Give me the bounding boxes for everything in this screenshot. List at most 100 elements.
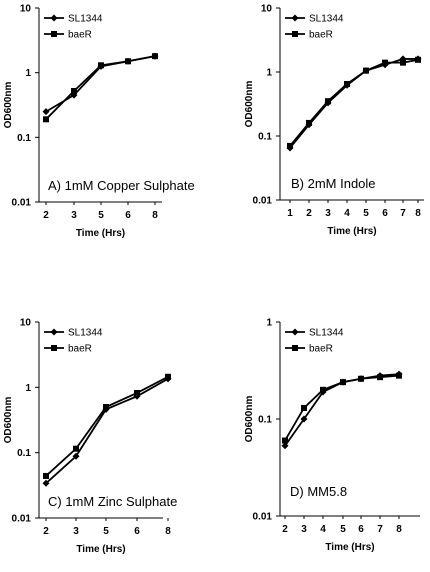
chart-panel-1: 0.01 0.1 1 10 2 3 5 6 8 Time (Hrs) OD600nm A) 1mM C… [3, 4, 195, 240]
y-tick-label: 10 [20, 4, 32, 15]
legend-label: SL1344 [309, 328, 344, 339]
data-point-baeR [415, 56, 421, 63]
series-line-baeR [45, 375, 169, 477]
x-axis-label: Time (Hrs) [327, 226, 376, 237]
y-tick-label: 1 [25, 383, 31, 394]
x-tick-label: 6 [382, 208, 388, 219]
y-tick-label: 0.1 [258, 415, 272, 426]
chart-panel-2: 0.01 0.1 1 10 1 2 3 4 5 6 7 8 Time (Hrs) OD600nm B) 2m… [244, 4, 424, 237]
y-tick-label: 0.01 [253, 512, 273, 523]
y-tick-label: 0.01 [12, 514, 32, 525]
chart-title: C) 1mM Zinc Sulphate [48, 494, 177, 509]
series-line-SL1344 [45, 378, 169, 484]
legend-label: SL1344 [309, 14, 344, 25]
data-point-baeR [400, 59, 406, 66]
legend-marker [51, 31, 57, 37]
data-point-SL1344 [281, 442, 289, 450]
data-point-baeR [363, 67, 369, 74]
legend-marker [292, 345, 298, 351]
data-point-baeR [125, 58, 131, 65]
data-point-SL1344 [72, 452, 80, 460]
x-tick-label: 8 [415, 208, 421, 219]
data-point-baeR [344, 80, 350, 87]
y-tick-label: 10 [261, 4, 273, 15]
data-point-baeR [43, 116, 49, 123]
x-tick-label: 5 [103, 526, 109, 537]
x-tick-label: 3 [73, 526, 79, 537]
legend-label: baeR [68, 30, 92, 41]
x-tick-label: 5 [363, 208, 369, 219]
x-tick-label: 2 [43, 526, 49, 537]
x-tick-label: 3 [301, 524, 307, 535]
data-point-baeR [377, 374, 383, 381]
legend-marker [51, 345, 57, 351]
data-point-baeR [165, 373, 171, 380]
y-tick-label: 0.1 [258, 132, 272, 143]
data-point-baeR [396, 372, 402, 379]
x-tick-label: 2 [43, 210, 49, 221]
chart-panel-4: 0.01 0.1 1 2 3 4 5 6 7 8 Time (Hrs) OD600nm D) MM5.8… [244, 318, 420, 553]
data-point-baeR [325, 98, 331, 105]
data-point-baeR [287, 142, 293, 149]
x-tick-label: 8 [396, 524, 402, 535]
x-axis-label: Time (Hrs) [76, 228, 125, 239]
legend-label: SL1344 [68, 14, 103, 25]
data-point-baeR [301, 404, 307, 411]
data-point-baeR [43, 472, 49, 479]
x-tick-label: 7 [400, 208, 406, 219]
y-tick-label: 0.01 [12, 198, 32, 209]
legend-marker [50, 328, 58, 336]
chart-panel-3: 0.01 0.1 1 10 2 3 5 6 8 Time (Hrs) OD600nm C) 1mM Z… [3, 318, 177, 556]
chart-title: A) 1mM Copper Sulphate [48, 178, 195, 193]
data-point-baeR [71, 88, 77, 95]
x-tick-label: 5 [98, 210, 104, 221]
chart-title: B) 2mM Indole [291, 176, 376, 191]
series-line-SL1344 [289, 58, 418, 149]
y-tick-label: 1 [266, 318, 272, 329]
data-point-baeR [98, 62, 104, 69]
x-tick-label: 6 [358, 524, 364, 535]
x-tick-label: 3 [325, 208, 331, 219]
legend-marker [292, 31, 298, 37]
x-tick-label: 6 [125, 210, 131, 221]
x-tick-label: 2 [282, 524, 288, 535]
legend-marker [291, 328, 299, 336]
data-point-baeR [320, 386, 326, 393]
y-tick-label: 10 [20, 318, 32, 329]
x-tick-label: 6 [134, 526, 140, 537]
data-point-baeR [358, 375, 364, 382]
legend-label: baeR [309, 30, 333, 41]
x-axis-label: Time (Hrs) [76, 544, 125, 555]
x-tick-label: 3 [71, 210, 77, 221]
data-point-baeR [134, 389, 140, 396]
y-tick-label: 0.01 [253, 196, 273, 207]
y-tick-label: 1 [266, 68, 272, 79]
x-tick-label: 5 [340, 524, 346, 535]
y-axis-label: OD600nm [3, 82, 14, 129]
y-tick-label: 0.1 [17, 133, 31, 144]
y-tick-label: 0.1 [17, 448, 31, 459]
x-tick-label: 7 [377, 524, 383, 535]
data-point-baeR [103, 404, 109, 411]
legend-marker [50, 14, 58, 22]
data-point-baeR [152, 53, 158, 60]
y-tick-label: 1 [25, 68, 31, 79]
data-point-SL1344 [42, 479, 50, 487]
y-axis-label: OD600nm [244, 396, 255, 443]
x-axis-label: Time (Hrs) [325, 542, 374, 553]
x-tick-label: 2 [306, 208, 312, 219]
data-point-baeR [382, 59, 388, 66]
x-tick-label: 8 [165, 526, 171, 537]
data-point-baeR [282, 437, 288, 444]
y-axis-label: OD600nm [244, 81, 255, 128]
x-tick-label: 4 [344, 208, 350, 219]
x-tick-label: 4 [320, 524, 326, 535]
legend-marker [291, 14, 299, 22]
y-axis-label: OD600nm [3, 397, 14, 444]
x-tick-label: 1 [287, 208, 293, 219]
data-point-baeR [73, 445, 79, 452]
data-point-baeR [340, 379, 346, 386]
data-point-baeR [306, 119, 312, 126]
series-line-baeR [289, 58, 419, 147]
